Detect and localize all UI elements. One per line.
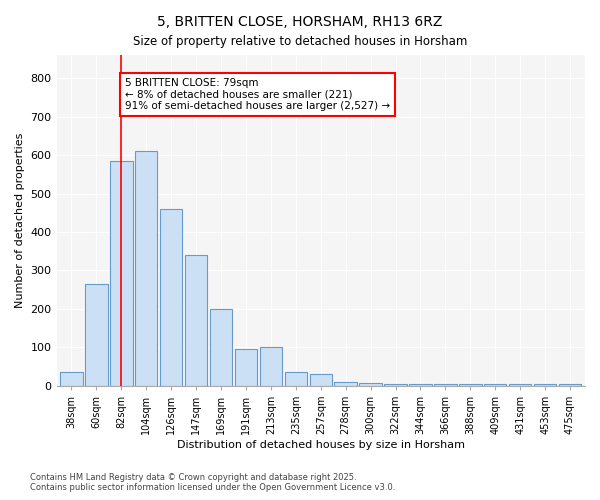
Bar [284,372,307,386]
Bar [459,384,482,386]
Bar [110,161,133,386]
Text: Size of property relative to detached houses in Horsham: Size of property relative to detached ho… [133,35,467,48]
X-axis label: Distribution of detached houses by size in Horsham: Distribution of detached houses by size … [177,440,465,450]
Bar [260,348,282,386]
Bar [359,383,382,386]
Bar [235,350,257,386]
Bar [310,374,332,386]
Text: 5 BRITTEN CLOSE: 79sqm
← 8% of detached houses are smaller (221)
91% of semi-det: 5 BRITTEN CLOSE: 79sqm ← 8% of detached … [125,78,390,112]
Bar [434,384,457,386]
Y-axis label: Number of detached properties: Number of detached properties [15,133,25,308]
Bar [85,284,107,386]
Bar [135,151,157,386]
Text: 5, BRITTEN CLOSE, HORSHAM, RH13 6RZ: 5, BRITTEN CLOSE, HORSHAM, RH13 6RZ [157,15,443,29]
Bar [60,372,83,386]
Bar [185,255,208,386]
Bar [385,384,407,386]
Bar [509,384,532,386]
Bar [210,309,232,386]
Text: Contains HM Land Registry data © Crown copyright and database right 2025.
Contai: Contains HM Land Registry data © Crown c… [30,473,395,492]
Bar [534,384,556,386]
Bar [484,384,506,386]
Bar [334,382,357,386]
Bar [559,384,581,386]
Bar [160,209,182,386]
Bar [409,384,431,386]
